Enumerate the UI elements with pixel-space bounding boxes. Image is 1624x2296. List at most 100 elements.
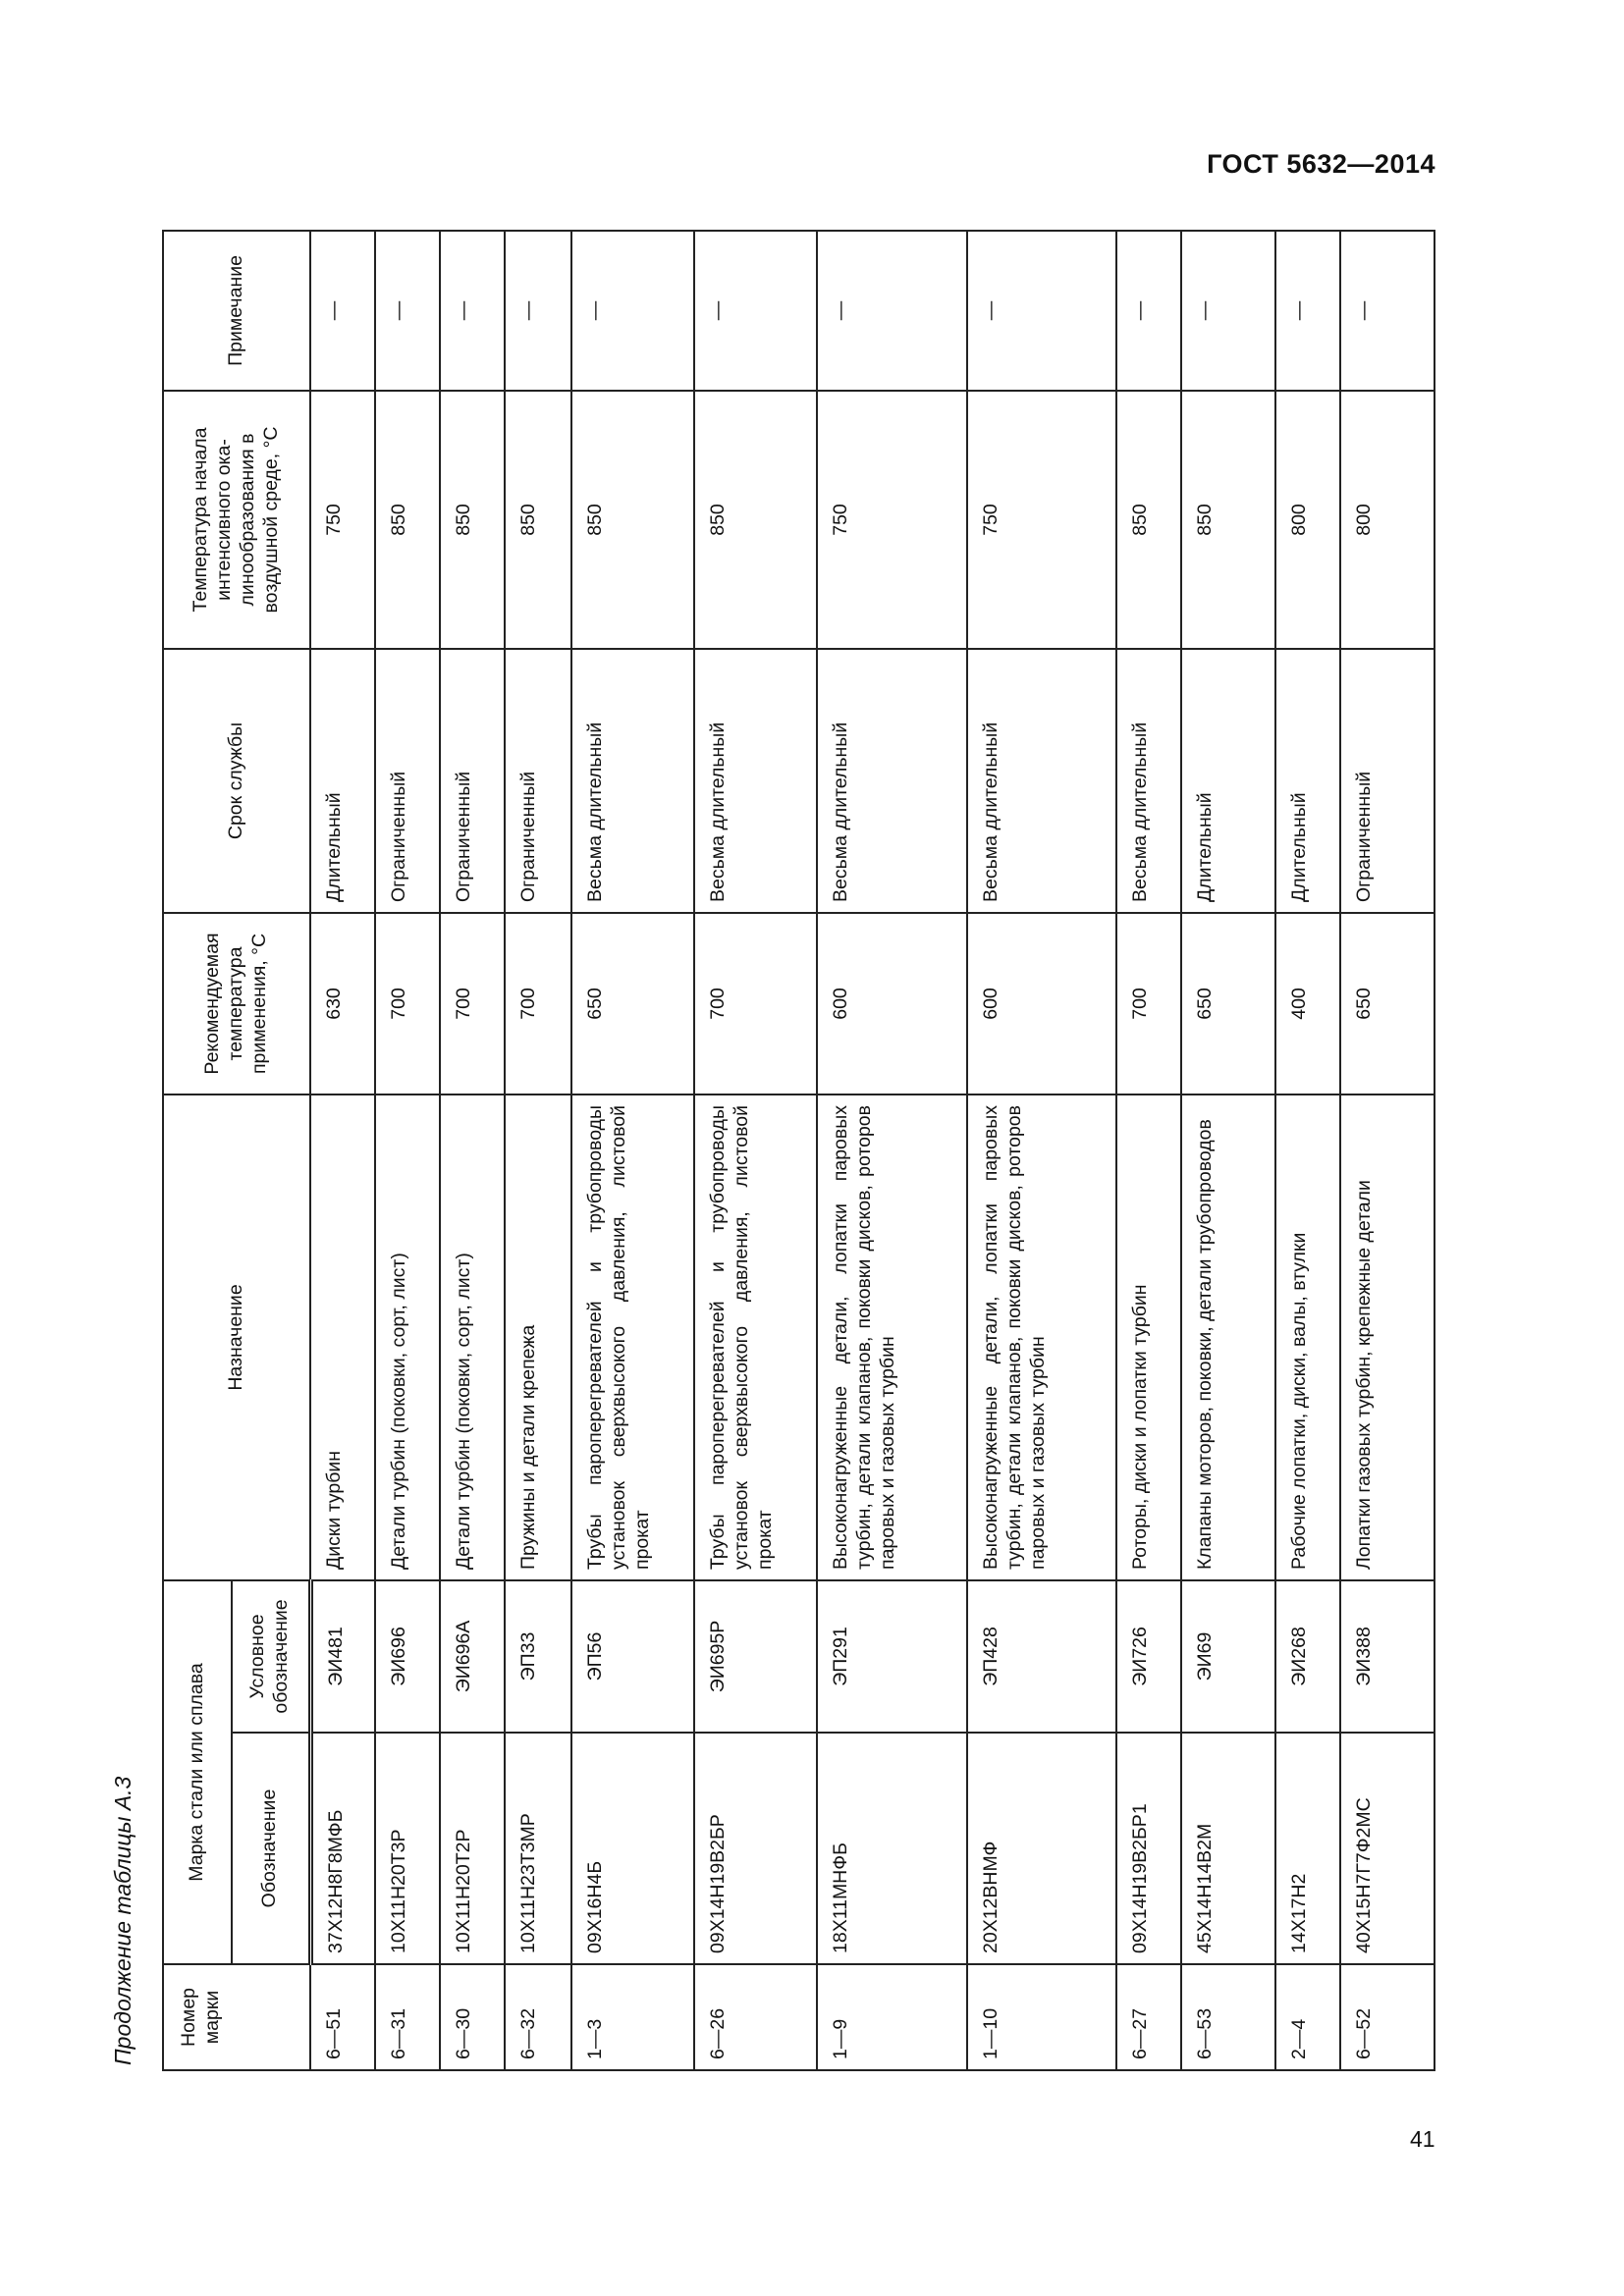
cell-rec-temp: 700: [694, 912, 817, 1095]
table-row: 2—4 14Х17Н2 ЭИ268 Рабочие лопатки, диски, в…: [1275, 230, 1340, 2070]
cell-number: 2—4: [1275, 1964, 1340, 2070]
cell-service-life: Весьма длительный: [1116, 648, 1181, 913]
document-code: ГОСТ 5632—2014: [1207, 149, 1435, 179]
col-header-purpose: Назначение: [163, 1094, 310, 1580]
col-header-scale-temp: Температура начала интенсивного ока-лино…: [163, 390, 310, 649]
cell-purpose: Рабочие лопатки, диски, валы, втулки: [1275, 1094, 1340, 1580]
cell-number: 6—31: [375, 1964, 440, 2070]
cell-designation: 10Х11Н20Т3Р: [375, 1733, 440, 1964]
col-header-number: Номер марки: [163, 1964, 310, 2070]
cell-rec-temp: 700: [375, 912, 440, 1095]
cell-purpose: Трубы пароперегревателей и трубопроводы …: [571, 1094, 694, 1580]
cell-scale-temp: 800: [1340, 390, 1435, 649]
cell-conventional: ЭП428: [967, 1579, 1116, 1733]
cell-designation: 45Х14Н14В2М: [1181, 1733, 1275, 1964]
cell-designation: 37Х12Н8Г8МФБ: [310, 1733, 375, 1964]
cell-service-life: Весьма длительный: [571, 648, 694, 913]
cell-scale-temp: 850: [694, 390, 817, 649]
cell-note: —: [505, 230, 571, 391]
cell-note: —: [817, 230, 967, 391]
col-header-grade-group: Марка стали или сплава: [163, 1579, 232, 1964]
cell-note: —: [375, 230, 440, 391]
cell-conventional: ЭИ696: [375, 1579, 440, 1733]
cell-service-life: Ограниченный: [1340, 648, 1435, 913]
col-header-service-life: Срок службы: [163, 648, 310, 913]
table-body: 6—51 37Х12Н8Г8МФБ ЭИ481 Диски турбин 630 Длит…: [310, 230, 1435, 2070]
cell-note: —: [967, 230, 1116, 391]
cell-conventional: ЭИ268: [1275, 1579, 1340, 1733]
cell-scale-temp: 850: [1116, 390, 1181, 649]
cell-number: 6—26: [694, 1964, 817, 2070]
table-row: 6—26 09Х14Н19В2БР ЭИ695Р Трубы пароперегрев…: [694, 230, 817, 2070]
cell-note: —: [1181, 230, 1275, 391]
cell-designation: 14Х17Н2: [1275, 1733, 1340, 1964]
cell-note: —: [694, 230, 817, 391]
cell-service-life: Ограниченный: [375, 648, 440, 913]
page-number: 41: [1410, 2126, 1435, 2152]
col-header-designation: Обозначение: [232, 1733, 310, 1964]
cell-number: 6—32: [505, 1964, 571, 2070]
cell-conventional: ЭИ696А: [440, 1579, 505, 1733]
cell-note: —: [1340, 230, 1435, 391]
cell-service-life: Весьма длительный: [694, 648, 817, 913]
cell-purpose: Высоконагруженные детали, лопатки паровы…: [967, 1094, 1116, 1580]
cell-purpose: Высоконагруженные детали, лопатки паровы…: [817, 1094, 967, 1580]
cell-purpose: Диски турбин: [310, 1094, 375, 1580]
table-row: 6—30 10Х11Н20Т2Р ЭИ696А Детали турбин (поко…: [440, 230, 505, 2070]
cell-scale-temp: 850: [571, 390, 694, 649]
cell-purpose: Лопатки газовых турбин, крепежные детали: [1340, 1094, 1435, 1580]
cell-number: 6—52: [1340, 1964, 1435, 2070]
cell-service-life: Ограниченный: [505, 648, 571, 913]
cell-number: 6—27: [1116, 1964, 1181, 2070]
col-header-note: Примечание: [163, 230, 310, 391]
cell-designation: 09Х14Н19В2БР: [694, 1733, 817, 1964]
cell-rec-temp: 650: [1181, 912, 1275, 1095]
table-row: 1—9 18Х11МНФБ ЭП291 Высоконагруженные детал…: [817, 230, 967, 2070]
table-row: 1—3 09Х16Н4Б ЭП56 Трубы пароперегревателей …: [571, 230, 694, 2070]
cell-number: 6—53: [1181, 1964, 1275, 2070]
cell-purpose: Трубы пароперегревателей и трубопроводы …: [694, 1094, 817, 1580]
cell-scale-temp: 850: [1181, 390, 1275, 649]
cell-purpose: Детали турбин (поковки, сорт, лист): [375, 1094, 440, 1580]
cell-scale-temp: 750: [310, 390, 375, 649]
cell-rec-temp: 630: [310, 912, 375, 1095]
table-row: 1—10 20Х12ВНМФ ЭП428 Высоконагруженные дета…: [967, 230, 1116, 2070]
cell-rec-temp: 700: [505, 912, 571, 1095]
cell-scale-temp: 750: [817, 390, 967, 649]
table-row: 6—32 10Х11Н23Т3МР ЭП33 Пружины и детали кре…: [505, 230, 571, 2070]
cell-service-life: Ограниченный: [440, 648, 505, 913]
col-header-conventional: Условное обозначение: [232, 1579, 310, 1733]
cell-rec-temp: 700: [440, 912, 505, 1095]
cell-designation: 09Х14Н19В2БР1: [1116, 1733, 1181, 1964]
table-row: 6—51 37Х12Н8Г8МФБ ЭИ481 Диски турбин 630 Длит…: [310, 230, 375, 2070]
cell-note: —: [310, 230, 375, 391]
cell-rec-temp: 400: [1275, 912, 1340, 1095]
table-caption: Продолжение таблицы А.3: [110, 1776, 135, 2065]
cell-service-life: Весьма длительный: [967, 648, 1116, 913]
cell-scale-temp: 800: [1275, 390, 1340, 649]
table-row: 6—31 10Х11Н20Т3Р ЭИ696 Детали турбин (поков…: [375, 230, 440, 2070]
cell-service-life: Длительный: [310, 648, 375, 913]
cell-conventional: ЭП291: [817, 1579, 967, 1733]
cell-rec-temp: 650: [1340, 912, 1435, 1095]
cell-number: 1—3: [571, 1964, 694, 2070]
cell-designation: 10Х11Н20Т2Р: [440, 1733, 505, 1964]
cell-number: 6—30: [440, 1964, 505, 2070]
col-header-rec-temp: Рекомендуемая температура применения, °С: [163, 912, 310, 1095]
table-row: 6—27 09Х14Н19В2БР1 ЭИ726 Роторы, диски и ло…: [1116, 230, 1181, 2070]
cell-service-life: Длительный: [1275, 648, 1340, 913]
cell-purpose: Детали турбин (поковки, сорт, лист): [440, 1094, 505, 1580]
table-row: 6—53 45Х14Н14В2М ЭИ69 Клапаны моторов, поко…: [1181, 230, 1275, 2070]
cell-scale-temp: 850: [505, 390, 571, 649]
cell-rec-temp: 600: [817, 912, 967, 1095]
cell-note: —: [440, 230, 505, 391]
cell-conventional: ЭИ695Р: [694, 1579, 817, 1733]
cell-note: —: [1275, 230, 1340, 391]
cell-conventional: ЭИ481: [310, 1579, 375, 1733]
cell-note: —: [571, 230, 694, 391]
cell-designation: 09Х16Н4Б: [571, 1733, 694, 1964]
cell-number: 1—9: [817, 1964, 967, 2070]
cell-conventional: ЭИ388: [1340, 1579, 1435, 1733]
cell-service-life: Весьма длительный: [817, 648, 967, 913]
cell-designation: 10Х11Н23Т3МР: [505, 1733, 571, 1964]
